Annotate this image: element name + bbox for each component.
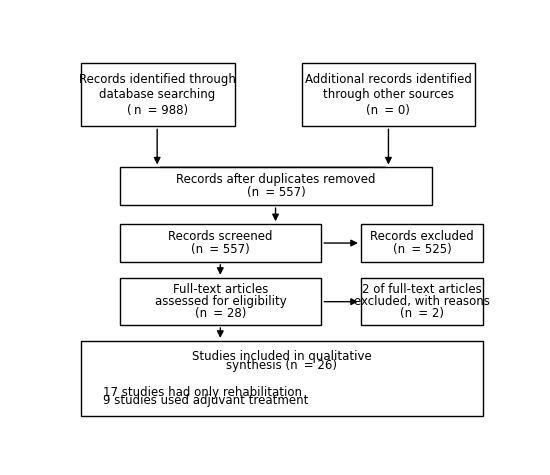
Text: (n  = 28): (n = 28) xyxy=(195,307,246,320)
Text: Full-text articles: Full-text articles xyxy=(173,283,268,296)
FancyBboxPatch shape xyxy=(361,224,483,262)
Text: Records after duplicates removed: Records after duplicates removed xyxy=(176,173,376,187)
Text: database searching: database searching xyxy=(100,88,216,101)
FancyBboxPatch shape xyxy=(120,167,432,205)
Text: assessed for eligibility: assessed for eligibility xyxy=(155,295,287,308)
Text: (n  = 525): (n = 525) xyxy=(393,243,452,256)
Text: Records screened: Records screened xyxy=(168,230,273,243)
Text: Studies included in qualitative: Studies included in qualitative xyxy=(192,351,372,363)
Text: 17 studies had only rehabilitation: 17 studies had only rehabilitation xyxy=(103,386,302,399)
Text: (n  = 557): (n = 557) xyxy=(246,186,305,199)
Text: Records identified through: Records identified through xyxy=(79,73,236,86)
Text: 2 of full-text articles: 2 of full-text articles xyxy=(362,283,482,296)
Text: (n  = 0): (n = 0) xyxy=(366,104,410,117)
Text: Records excluded: Records excluded xyxy=(370,230,474,243)
Text: excluded, with reasons: excluded, with reasons xyxy=(354,295,490,308)
Text: (n  = 557): (n = 557) xyxy=(191,243,250,256)
FancyBboxPatch shape xyxy=(120,278,321,325)
Text: Additional records identified: Additional records identified xyxy=(305,73,472,86)
Text: 9 studies used adjuvant treatment: 9 studies used adjuvant treatment xyxy=(103,394,308,408)
FancyBboxPatch shape xyxy=(120,224,321,262)
FancyBboxPatch shape xyxy=(361,278,483,325)
FancyBboxPatch shape xyxy=(81,341,483,417)
Text: (n  = 2): (n = 2) xyxy=(400,307,444,320)
FancyBboxPatch shape xyxy=(301,63,475,126)
Text: through other sources: through other sources xyxy=(323,88,454,101)
FancyBboxPatch shape xyxy=(81,63,234,126)
Text: ( n  = 988): ( n = 988) xyxy=(127,104,188,117)
Text: synthesis (n  = 26): synthesis (n = 26) xyxy=(227,359,337,372)
